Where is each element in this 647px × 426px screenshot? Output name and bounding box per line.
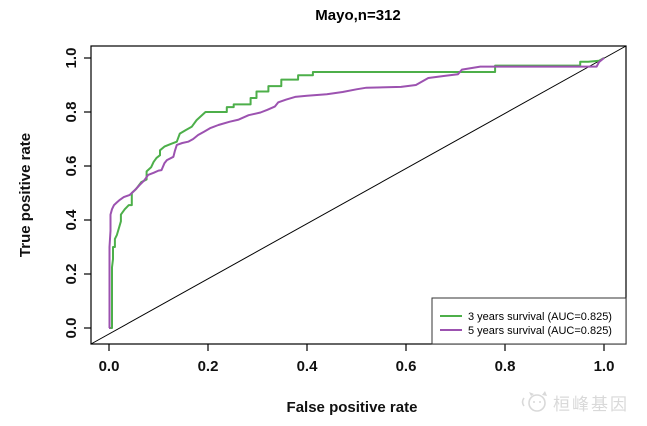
- y-tick-label: 0.8: [63, 102, 80, 123]
- x-tick-label: 0.6: [396, 358, 417, 375]
- legend-box: [431, 297, 627, 345]
- x-tick-label: 0.0: [99, 358, 120, 375]
- watermark-text: 桓峰基因: [553, 395, 629, 414]
- x-tick-label: 0.8: [495, 358, 516, 375]
- y-axis-ticks: [84, 57, 91, 329]
- watermark-logo-icon: [521, 391, 547, 412]
- roc-curves: [108, 57, 605, 329]
- x-axis-label: False positive rate: [287, 399, 418, 416]
- diagonal-reference-line: [90, 45, 627, 345]
- y-tick-label: 1.0: [63, 48, 80, 69]
- y-axis-label: True positive rate: [17, 133, 34, 257]
- y-tick-label: 0.0: [63, 318, 80, 339]
- x-tick-label: 0.4: [297, 358, 319, 375]
- legend-label-5-years: 5 years survival (AUC=0.825): [468, 325, 612, 337]
- plot-box: [90, 45, 627, 345]
- legend-label-3-years: 3 years survival (AUC=0.825): [468, 311, 612, 323]
- watermark: 桓峰基因: [521, 391, 629, 414]
- roc-curve-3-years-survival: [109, 57, 605, 329]
- roc-curve-5-years-survival: [108, 57, 605, 329]
- chart-title: Mayo,n=312: [315, 7, 400, 24]
- x-tick-label: 1.0: [594, 358, 615, 375]
- legend: 3 years survival (AUC=0.825) 5 years sur…: [431, 297, 627, 345]
- y-tick-label: 0.2: [63, 264, 80, 285]
- x-tick-label: 0.2: [198, 358, 219, 375]
- y-tick-label: 0.6: [63, 156, 80, 177]
- x-axis-ticks: [108, 344, 605, 351]
- y-tick-label: 0.4: [63, 209, 80, 231]
